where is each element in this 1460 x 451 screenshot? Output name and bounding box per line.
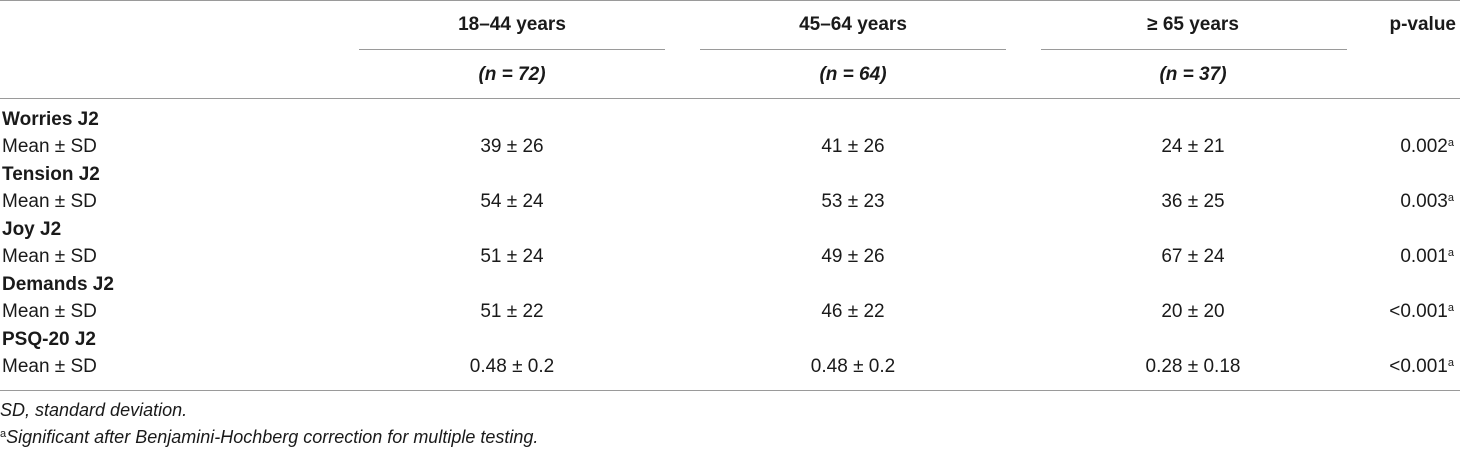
table-cell: 0.28 ± 0.18 (1145, 356, 1241, 377)
table-cell: 67 ± 24 (1161, 246, 1225, 267)
table-cell: 41 ± 26 (821, 136, 885, 157)
row-stat-label: Mean ± SD (2, 356, 97, 377)
column-header-18-44: 18–44 years (458, 14, 566, 35)
column-header-45-64: 45–64 years (799, 14, 907, 35)
table-cell: 0.48 ± 0.2 (810, 356, 896, 377)
row-stat-label: Mean ± SD (2, 301, 97, 322)
column-header-p-value: p-value (1389, 14, 1456, 35)
footnote-mark: a (0, 428, 7, 440)
p-value-cell: <0.001a (1389, 356, 1454, 378)
column-group-rule-65-plus (1041, 49, 1347, 50)
column-n-18-44: (n = 72) (478, 64, 546, 85)
p-value-text: 0.002 (1400, 136, 1448, 157)
table-cell: 51 ± 22 (480, 301, 544, 322)
table-cell: 20 ± 20 (1161, 301, 1225, 322)
table-cell: 51 ± 24 (480, 246, 544, 267)
footnote-significance-text: Significant after Benjamini-Hochberg cor… (6, 427, 539, 447)
p-value-cell: 0.002a (1400, 136, 1454, 158)
row-stat-label: Mean ± SD (2, 246, 97, 267)
p-value-cell: <0.001a (1389, 301, 1454, 323)
p-value-footnote-mark: a (1447, 137, 1454, 149)
p-value-text: 0.001 (1400, 246, 1448, 267)
table-cell: 53 ± 23 (821, 191, 885, 212)
footnote-significance: aSignificant after Benjamini-Hochberg co… (0, 426, 538, 448)
row-variable-worries: Worries J2 (2, 109, 99, 130)
p-value-cell: 0.001a (1400, 246, 1454, 268)
table-cell: 0.48 ± 0.2 (469, 356, 555, 377)
row-variable-tension: Tension J2 (2, 164, 100, 185)
column-n-45-64: (n = 64) (819, 64, 887, 85)
table-bottom-rule (0, 390, 1460, 391)
table-top-rule (0, 0, 1460, 1)
row-stat-label: Mean ± SD (2, 136, 97, 157)
row-variable-joy: Joy J2 (2, 219, 62, 240)
column-group-rule-18-44 (359, 49, 665, 50)
row-variable-demands: Demands J2 (2, 274, 114, 295)
row-variable-psq20: PSQ-20 J2 (2, 329, 96, 350)
column-header-65-plus: ≥ 65 years (1147, 14, 1239, 35)
p-value-footnote-mark: a (1447, 302, 1454, 314)
table-cell: 36 ± 25 (1161, 191, 1225, 212)
p-value-footnote-mark: a (1447, 192, 1454, 204)
table-cell: 24 ± 21 (1161, 136, 1225, 157)
p-value-footnote-mark: a (1447, 247, 1454, 259)
row-stat-label: Mean ± SD (2, 191, 97, 212)
table-cell: 54 ± 24 (480, 191, 544, 212)
p-value-text: <0.001 (1389, 356, 1448, 377)
table-cell: 49 ± 26 (821, 246, 885, 267)
p-value-cell: 0.003a (1400, 191, 1454, 213)
table-cell: 46 ± 22 (821, 301, 885, 322)
column-n-65-plus: (n = 37) (1159, 64, 1227, 85)
footnote-sd: SD, standard deviation. (0, 400, 188, 420)
p-value-text: 0.003 (1400, 191, 1448, 212)
table-cell: 39 ± 26 (480, 136, 544, 157)
column-group-rule-45-64 (700, 49, 1006, 50)
header-bottom-rule (0, 98, 1460, 99)
p-value-text: <0.001 (1389, 301, 1448, 322)
p-value-footnote-mark: a (1447, 357, 1454, 369)
